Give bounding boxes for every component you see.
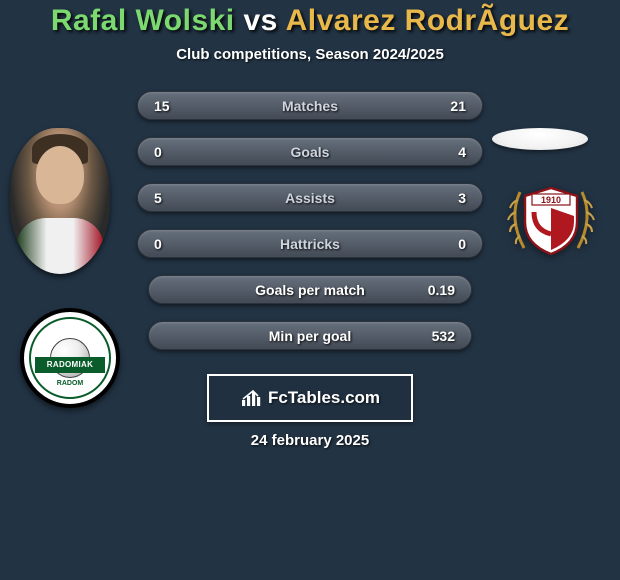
player1-club-badge: RADOMIAK RADOM [20, 308, 120, 408]
stat-label: Matches [282, 98, 338, 114]
comparison-card: Rafal Wolski vs Alvarez RodrÃ­guez Club … [0, 0, 620, 580]
stat-label: Hattricks [280, 236, 340, 252]
stat-value-right: 532 [419, 328, 455, 344]
logo-text: FcTables.com [268, 388, 380, 408]
stat-label: Assists [285, 190, 335, 206]
badge-year: 1910 [541, 195, 561, 205]
stat-value-left: 0 [154, 144, 190, 160]
badge-inner: RADOMIAK RADOM [29, 317, 111, 399]
title-vs: vs [244, 4, 278, 37]
stat-value-right: 21 [430, 98, 466, 114]
player1-jersey [16, 218, 104, 274]
subtitle: Club competitions, Season 2024/2025 [0, 46, 620, 63]
stat-value-left: 5 [154, 190, 190, 206]
stat-value-right: 4 [430, 144, 466, 160]
club-name-banner: RADOMIAK [35, 357, 105, 373]
shield-icon: 1910 [502, 178, 600, 262]
snapshot-date: 24 february 2025 [0, 432, 620, 449]
page-title: Rafal Wolski vs Alvarez RodrÃ­guez [0, 4, 620, 38]
stat-bar: Goals per match 0.19 [148, 275, 472, 304]
player2-photo-placeholder [492, 128, 588, 150]
stat-label: Min per goal [269, 328, 351, 344]
stat-bar: 5 Assists 3 [137, 183, 483, 212]
player1-photo [10, 128, 110, 274]
stat-label: Goals per match [255, 282, 365, 298]
stat-value-left: 15 [154, 98, 190, 114]
stat-label: Goals [291, 144, 330, 160]
player1-face [36, 146, 84, 204]
stat-bar: 0 Hattricks 0 [137, 229, 483, 258]
stat-bar: 15 Matches 21 [137, 91, 483, 120]
fctables-logo[interactable]: FcTables.com [207, 374, 413, 422]
stat-value-right: 0 [430, 236, 466, 252]
title-player2: Alvarez RodrÃ­guez [286, 4, 570, 37]
stat-value-left: 0 [154, 236, 190, 252]
stat-bar: Min per goal 532 [148, 321, 472, 350]
title-player1: Rafal Wolski [51, 4, 235, 37]
stat-bar: 0 Goals 4 [137, 137, 483, 166]
player2-club-badge: 1910 [502, 178, 600, 262]
stat-value-right: 0.19 [419, 282, 455, 298]
bar-chart-icon [240, 388, 262, 408]
stat-value-right: 3 [430, 190, 466, 206]
club-sub-label: RADOM [57, 380, 83, 387]
